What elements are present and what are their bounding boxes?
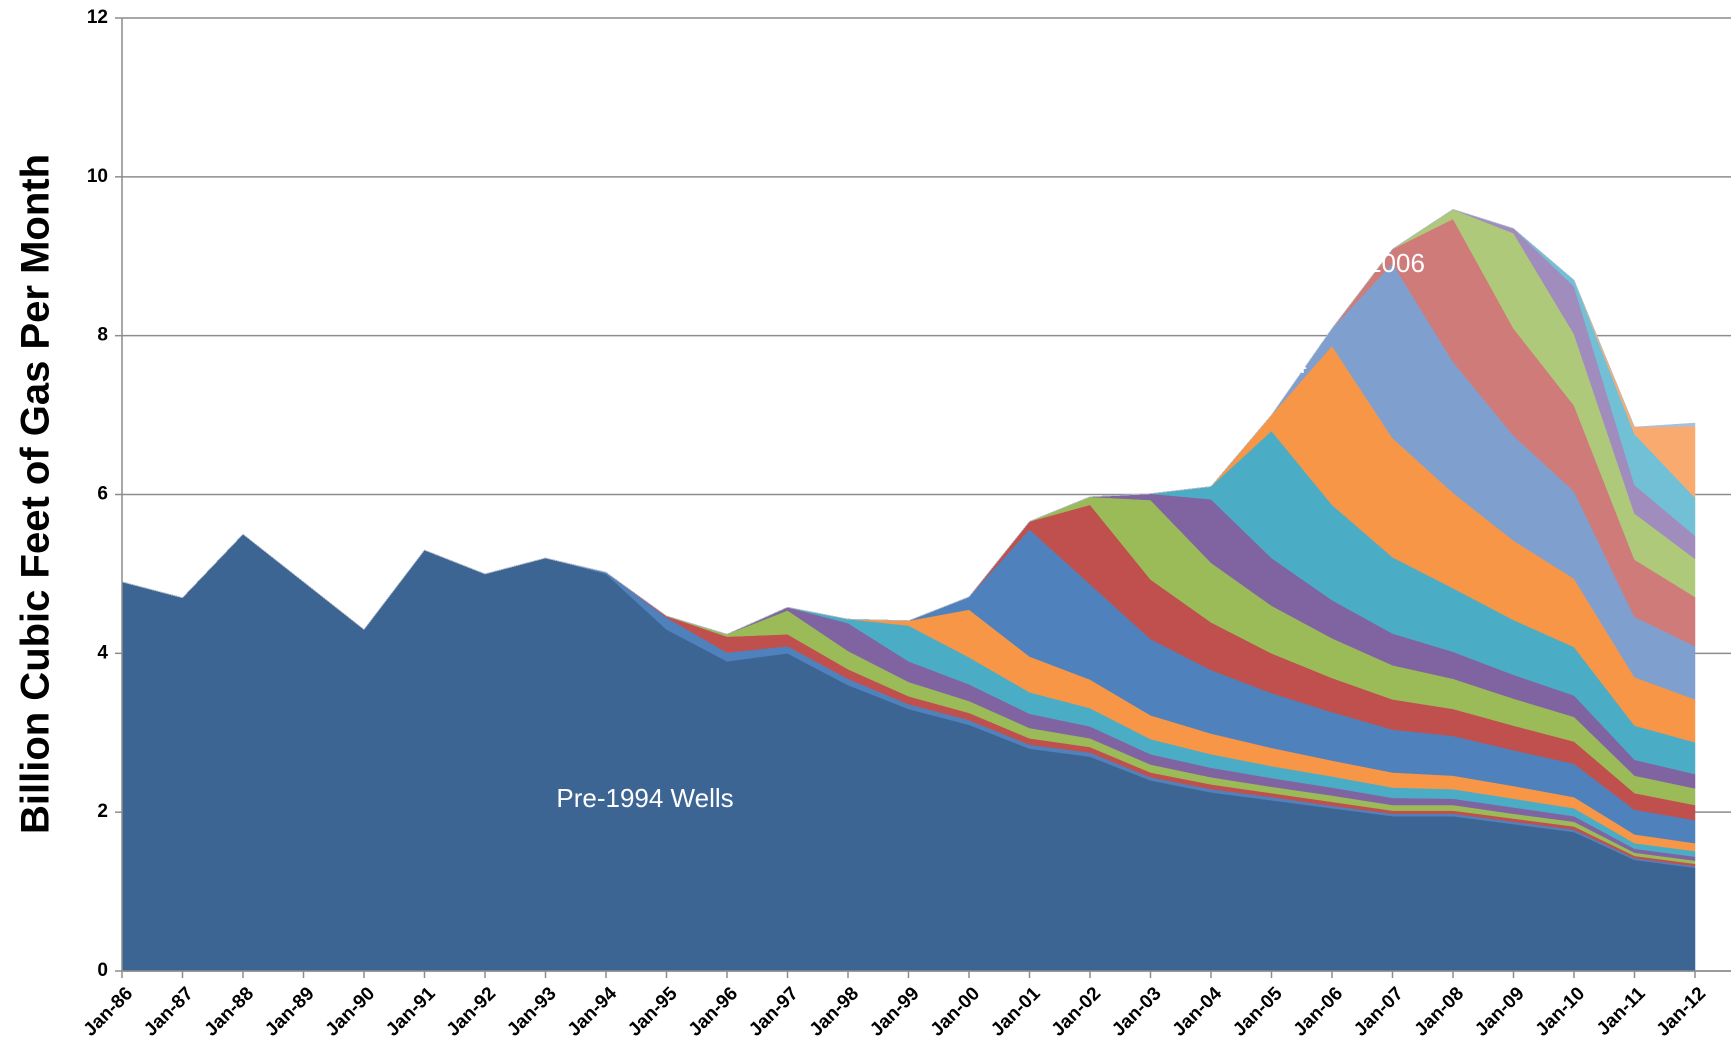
x-tick-label: Jan-05 — [1229, 983, 1287, 1041]
x-tick-label: Jan-97 — [745, 983, 802, 1040]
annotation: 2004 — [1249, 349, 1307, 379]
y-axis-label: Billion Cubic Feet of Gas Per Month — [14, 154, 58, 834]
x-tick-label: Jan-91 — [382, 983, 440, 1041]
x-tick-label: Jan-06 — [1290, 983, 1347, 1040]
x-tick-label: Jan-01 — [987, 983, 1045, 1041]
y-tick-label: 6 — [97, 484, 108, 505]
area — [121, 209, 1696, 635]
x-tick-label: Jan-12 — [1653, 983, 1710, 1040]
x-tick-label: Jan-11 — [1593, 983, 1650, 1040]
x-tick-label: Jan-86 — [80, 983, 137, 1040]
annotation: Pre-1994 Wells — [556, 783, 733, 813]
annotation: 2006 — [1367, 248, 1425, 278]
y-tick-label: 10 — [87, 166, 108, 187]
x-tick-label: Jan-02 — [1048, 983, 1105, 1040]
areas — [121, 209, 1696, 972]
x-tick-label: Jan-00 — [927, 983, 984, 1040]
x-tick-label: Jan-98 — [806, 983, 863, 1040]
x-tick-label: Jan-89 — [261, 983, 318, 1040]
y-tick-label: 2 — [97, 801, 108, 822]
x-tick-label: Jan-93 — [503, 983, 560, 1040]
x-tick-label: Jan-92 — [443, 983, 500, 1040]
x-tick-label: Jan-95 — [624, 983, 682, 1041]
x-tick-label: Jan-87 — [140, 983, 197, 1040]
x-tick-label: Jan-04 — [1169, 983, 1227, 1041]
annotation: 2001 — [1076, 464, 1134, 494]
x-tick-label: Jan-99 — [866, 983, 923, 1040]
y-tick-label: 8 — [97, 325, 108, 346]
x-tick-label: Jan-94 — [564, 983, 622, 1041]
y-tick-label: 12 — [87, 7, 108, 28]
x-tick-label: Jan-03 — [1108, 983, 1165, 1040]
x-tick-label: Jan-88 — [201, 983, 258, 1040]
x-tick-label: Jan-08 — [1411, 983, 1468, 1040]
x-tick-label: Jan-10 — [1532, 983, 1589, 1040]
x-tick-label: Jan-09 — [1471, 983, 1528, 1040]
x-tick-label: Jan-07 — [1350, 983, 1407, 1040]
y-tick-label: 4 — [97, 642, 108, 663]
x-tick-label: Jan-90 — [322, 983, 379, 1040]
y-tick-label: 0 — [97, 960, 108, 981]
x-tick-label: Jan-96 — [685, 983, 742, 1040]
